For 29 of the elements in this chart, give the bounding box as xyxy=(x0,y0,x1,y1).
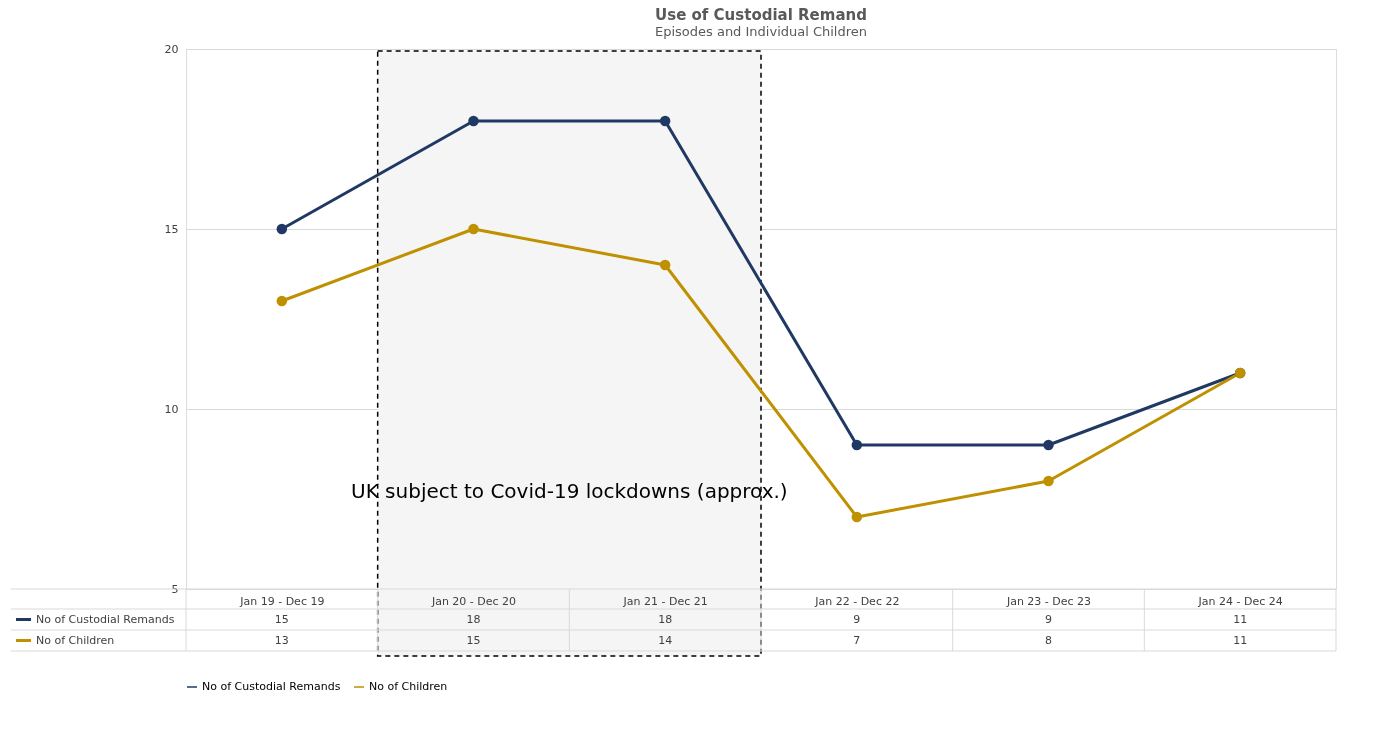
data-label: 15 xyxy=(274,612,289,626)
x-tick-label: Jan 24 - Dec 24 xyxy=(1197,594,1283,608)
text: No of Children xyxy=(36,633,115,647)
data-label: 11 xyxy=(1233,612,1248,626)
data-label: 13 xyxy=(274,633,289,647)
data-label: 9 xyxy=(853,612,861,626)
legend-label: No of Custodial Remands xyxy=(36,612,175,626)
y-tick-label: 5 xyxy=(171,582,179,596)
x-tick-label: Jan 21 - Dec 21 xyxy=(622,594,708,608)
chart-title: Use of Custodial Remand xyxy=(655,6,867,24)
x-tick-label: Jan 22 - Dec 22 xyxy=(814,594,900,608)
data-label: 18 xyxy=(658,612,673,626)
data-label: 9 xyxy=(1045,612,1052,626)
data-label: 7 xyxy=(853,633,861,647)
x-tick-label: Jan 20 - Dec 20 xyxy=(430,594,517,608)
x-tick-label: Jan 19 - Dec 19 xyxy=(239,594,325,608)
x-tick-label: Jan 23 - Dec 23 xyxy=(1005,594,1092,608)
y-tick-label: 10 xyxy=(164,402,179,416)
legend-label: No of Children xyxy=(369,680,448,693)
band-label: UK subject to Covid-19 lockdowns (approx.) xyxy=(351,478,788,503)
data-label: 11 xyxy=(1233,633,1248,647)
data-label: 8 xyxy=(1045,633,1052,647)
y-tick-label: 15 xyxy=(164,222,179,236)
y-tick-label: 20 xyxy=(164,42,179,56)
data-label: 18 xyxy=(466,612,481,626)
data-label: 15 xyxy=(466,633,481,647)
chart-subtitle: Episodes and Individual Children xyxy=(654,24,868,39)
data-label: 14 xyxy=(658,633,673,647)
text: No of Custodial Remands xyxy=(202,680,341,693)
